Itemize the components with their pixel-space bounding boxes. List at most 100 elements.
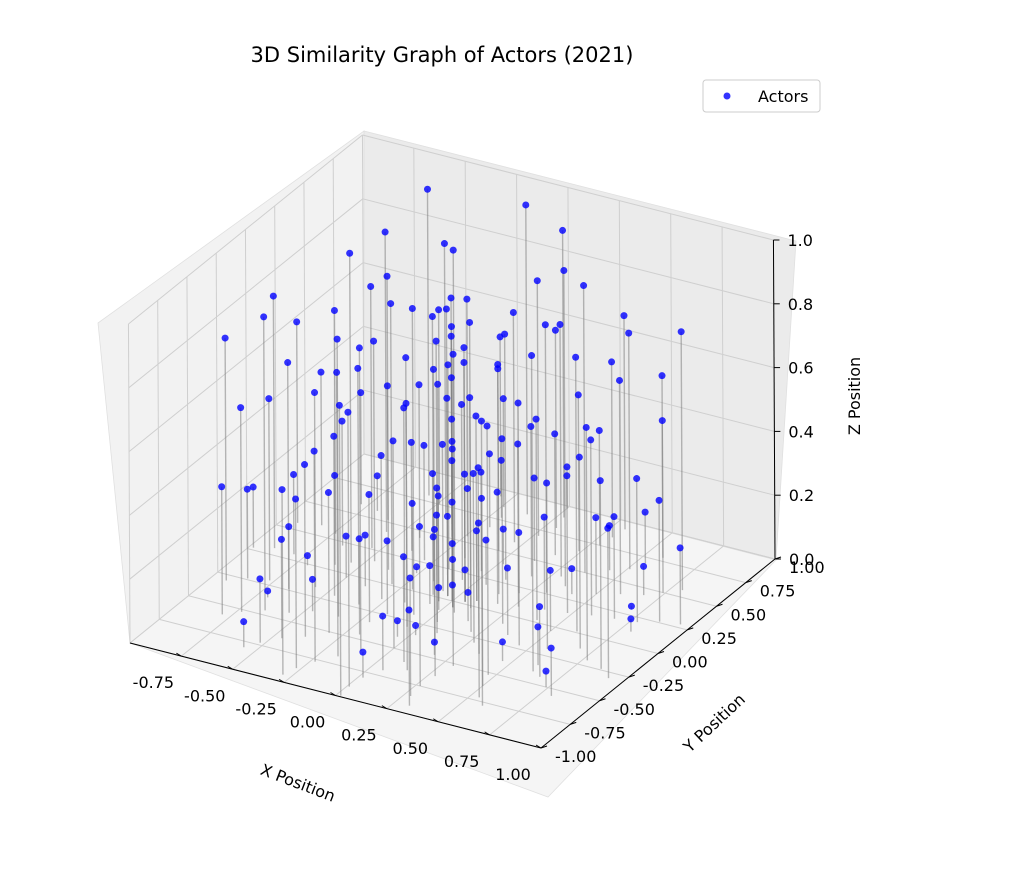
z-tick-label: 1.0 bbox=[787, 231, 812, 250]
data-point bbox=[616, 377, 623, 384]
data-point bbox=[466, 394, 473, 401]
data-point bbox=[548, 645, 555, 652]
z-tick-label: 0.4 bbox=[788, 422, 813, 441]
stem-line bbox=[659, 500, 660, 621]
data-point bbox=[379, 613, 386, 620]
data-point bbox=[461, 566, 468, 573]
data-point bbox=[460, 344, 467, 351]
data-point bbox=[290, 471, 297, 478]
data-point bbox=[504, 565, 511, 572]
data-point bbox=[354, 365, 361, 372]
data-point bbox=[515, 529, 522, 536]
data-point bbox=[522, 201, 529, 208]
data-point bbox=[365, 491, 372, 498]
stem-line bbox=[369, 495, 370, 623]
data-point bbox=[278, 536, 285, 543]
stem-line bbox=[424, 445, 425, 560]
data-point bbox=[218, 483, 225, 490]
y-tick-label: -0.50 bbox=[614, 700, 655, 719]
data-point bbox=[343, 533, 350, 540]
data-point bbox=[325, 489, 332, 496]
data-point bbox=[633, 475, 640, 482]
x-tick-label: 0.25 bbox=[341, 726, 377, 745]
data-point bbox=[270, 293, 277, 300]
data-point bbox=[431, 526, 438, 533]
stem-line bbox=[296, 499, 297, 668]
z-tick-label: 0.6 bbox=[788, 359, 813, 378]
data-point bbox=[460, 359, 467, 366]
data-point bbox=[356, 535, 363, 542]
data-point bbox=[378, 452, 385, 459]
data-point bbox=[301, 461, 308, 468]
stem-line bbox=[241, 408, 242, 612]
stem-line bbox=[419, 385, 420, 538]
data-point bbox=[412, 622, 419, 629]
data-point bbox=[482, 537, 489, 544]
data-point bbox=[514, 440, 521, 447]
data-point bbox=[311, 389, 318, 396]
data-point bbox=[244, 486, 251, 493]
data-point bbox=[429, 470, 436, 477]
y-tick-label: 0.75 bbox=[760, 582, 796, 601]
data-point bbox=[475, 520, 482, 527]
data-point bbox=[563, 463, 570, 470]
data-point bbox=[448, 457, 455, 464]
data-point bbox=[374, 472, 381, 479]
data-point bbox=[656, 497, 663, 504]
data-point bbox=[408, 439, 415, 446]
data-point bbox=[543, 480, 550, 487]
data-point bbox=[394, 617, 401, 624]
data-point bbox=[344, 409, 351, 416]
data-point bbox=[237, 404, 244, 411]
data-point bbox=[659, 417, 666, 424]
stem-line bbox=[567, 476, 568, 613]
data-point bbox=[494, 489, 501, 496]
data-point bbox=[431, 639, 438, 646]
data-point bbox=[541, 514, 548, 521]
data-point bbox=[444, 513, 451, 520]
data-point bbox=[608, 358, 615, 365]
data-point bbox=[309, 576, 316, 583]
stem-line bbox=[419, 527, 420, 687]
data-point bbox=[604, 525, 611, 532]
data-point bbox=[552, 327, 559, 334]
data-point bbox=[413, 563, 420, 570]
x-tick-label: 0.00 bbox=[290, 713, 326, 732]
data-point bbox=[331, 307, 338, 314]
stem-line bbox=[612, 362, 613, 537]
data-point bbox=[575, 391, 582, 398]
data-point bbox=[292, 496, 299, 503]
y-tick-label: -0.25 bbox=[643, 676, 684, 695]
z-axis-label: Z Position bbox=[845, 357, 864, 435]
data-point bbox=[444, 361, 451, 368]
data-point bbox=[260, 313, 267, 320]
stem-line bbox=[381, 456, 382, 600]
data-point bbox=[443, 395, 450, 402]
data-point bbox=[534, 623, 541, 630]
data-point bbox=[678, 328, 685, 335]
stem-line bbox=[305, 465, 306, 637]
data-point bbox=[450, 247, 457, 254]
data-point bbox=[475, 464, 482, 471]
data-point bbox=[387, 300, 394, 307]
stem-line bbox=[269, 399, 270, 581]
data-point bbox=[400, 553, 407, 560]
data-point bbox=[256, 575, 263, 582]
data-point bbox=[405, 606, 412, 613]
stem-line bbox=[637, 479, 638, 623]
data-point bbox=[435, 306, 442, 313]
data-point bbox=[424, 186, 431, 193]
data-point bbox=[402, 354, 409, 361]
data-point bbox=[563, 472, 570, 479]
data-point bbox=[542, 321, 549, 328]
data-point bbox=[407, 574, 414, 581]
data-point bbox=[264, 587, 271, 594]
stem-line bbox=[476, 416, 477, 601]
data-point bbox=[222, 335, 229, 342]
data-point bbox=[367, 283, 374, 290]
stem-line bbox=[547, 483, 548, 649]
data-point bbox=[317, 369, 324, 376]
stem-line bbox=[555, 434, 556, 555]
